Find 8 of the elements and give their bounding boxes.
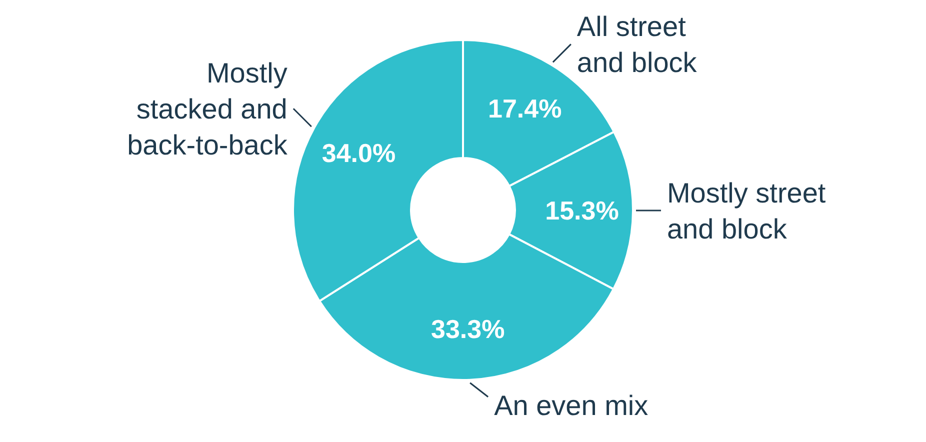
slice-label: Mostly street and block <box>667 178 826 245</box>
slice-label: Mostly stacked and back-to-back <box>127 58 288 161</box>
slice-label: All street and block <box>576 11 698 78</box>
data-label: 33.3% <box>430 314 505 344</box>
data-label: 15.3% <box>545 195 619 226</box>
data-label: 34.0% <box>322 138 396 168</box>
data-label: 17.4% <box>488 93 562 124</box>
slice-label: An even mix <box>494 390 648 421</box>
